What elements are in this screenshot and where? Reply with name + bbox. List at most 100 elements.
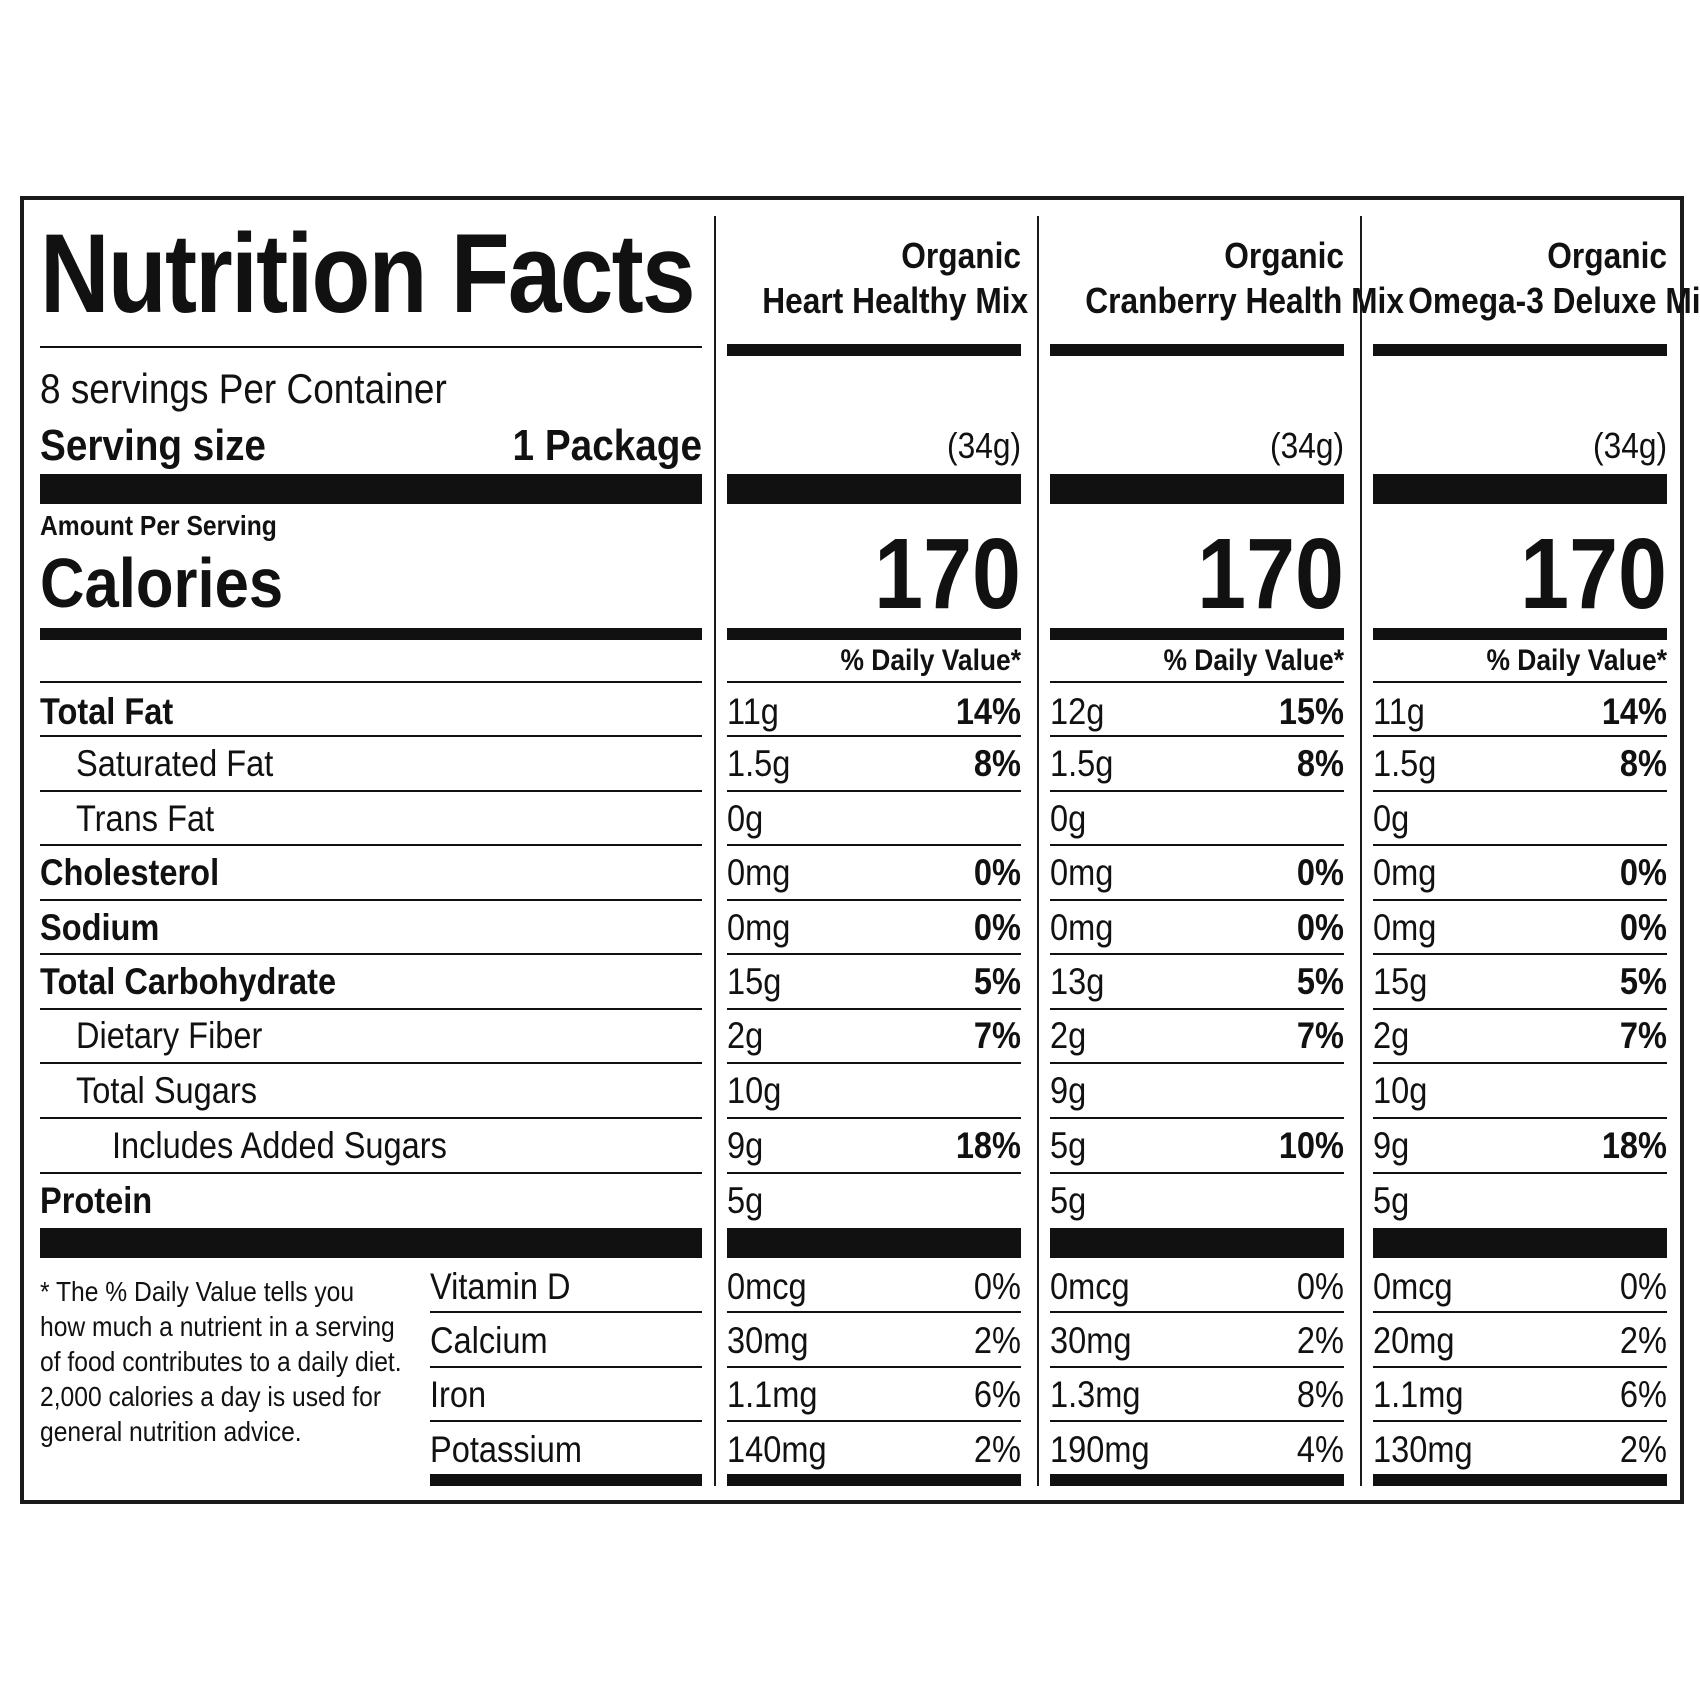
column-divider: [714, 216, 716, 1486]
nutrient-daily-value: 5%: [1619, 961, 1667, 1002]
product-vitamin-rule: [1373, 1311, 1667, 1313]
product-vitamin-rule: [727, 1420, 1021, 1422]
product-row-rule: [1050, 899, 1344, 901]
nutrient-daily-value: 0%: [973, 907, 1021, 948]
nutrient-amount: 10g: [1373, 1070, 1428, 1111]
column-divider: [1037, 216, 1039, 1486]
vitamin-amount: 140mg: [727, 1429, 827, 1470]
product-bottom-rule: [1373, 1474, 1667, 1486]
nutrient-row-rule: [40, 1172, 702, 1174]
product-serving-rule: [1050, 474, 1344, 504]
nutrient-amount: 9g: [1050, 1070, 1087, 1111]
product-vitamin-rule: [1373, 1366, 1667, 1368]
nutrient-daily-value: 14%: [955, 691, 1021, 732]
product-name-rule: [1050, 344, 1344, 356]
calories-label: Calories: [40, 544, 284, 622]
product-row-rule: [727, 1172, 1021, 1174]
nutrient-amount: 0g: [1373, 798, 1410, 839]
product-row-rule: [1373, 735, 1667, 737]
nutrient-label: Total Carbohydrate: [40, 961, 337, 1002]
nutrient-row-rule: [40, 735, 702, 737]
product-calories: 170: [1197, 518, 1344, 630]
nutrient-amount: 0mg: [1373, 907, 1437, 948]
vitamin-daily-value: 2%: [1619, 1320, 1667, 1361]
nutrient-amount: 11g: [727, 691, 779, 732]
product-name-line2: Cranberry Health Mix: [1085, 280, 1404, 321]
nutrition-label: Nutrition Facts 8 servings Per Container S…: [20, 196, 1700, 1504]
product-serving-rule: [1373, 474, 1667, 504]
product-row-rule: [727, 1117, 1021, 1119]
nutrient-label: Dietary Fiber: [76, 1015, 263, 1056]
footnote-line: 2,000 calories a day is used for: [40, 1381, 382, 1412]
vitamin-label: Calcium: [430, 1320, 548, 1361]
product-name-line2: Omega-3 Deluxe Mix: [1408, 280, 1700, 321]
product-row-rule: [1373, 1117, 1667, 1119]
nutrient-daily-value: 18%: [955, 1125, 1021, 1166]
vitamin-amount: 30mg: [727, 1320, 809, 1361]
product-row-rule: [1050, 1172, 1344, 1174]
product-protein-rule: [727, 1228, 1021, 1258]
product-dv-rule: [1050, 681, 1344, 683]
daily-value-header: % Daily Value*: [1486, 644, 1667, 677]
nutrient-amount: 2g: [1373, 1015, 1410, 1056]
nutrient-daily-value: 14%: [1601, 691, 1667, 732]
vitamin-row-rule: [430, 1366, 702, 1368]
nutrient-label: Sodium: [40, 907, 160, 948]
serving-size-value: 1 Package: [512, 421, 702, 470]
vitamin-amount: 190mg: [1050, 1429, 1150, 1470]
product-serving-grams: (34g): [1270, 425, 1344, 466]
nutrient-label: Cholesterol: [40, 852, 220, 893]
vitamin-amount: 20mg: [1373, 1320, 1455, 1361]
product-row-rule: [727, 735, 1021, 737]
nutrient-row-rule: [40, 953, 702, 955]
product-name-line1: Organic: [1547, 235, 1667, 276]
vitamin-daily-value: 6%: [973, 1374, 1021, 1415]
amount-per-serving: Amount Per Serving: [40, 510, 277, 541]
product-protein-rule: [1050, 1228, 1344, 1258]
nutrient-row-rule: [40, 899, 702, 901]
nutrient-daily-value: 8%: [1296, 743, 1344, 784]
nutrient-amount: 12g: [1050, 691, 1105, 732]
nutrient-amount: 10g: [727, 1070, 782, 1111]
vitamin-daily-value: 4%: [1296, 1429, 1344, 1470]
product-row-rule: [727, 953, 1021, 955]
product-row-rule: [727, 1008, 1021, 1010]
product-row-rule: [1050, 790, 1344, 792]
servings-per-container: 8 servings Per Container: [40, 365, 447, 412]
nutrient-amount: 5g: [1373, 1180, 1410, 1221]
product-dv-rule: [727, 681, 1021, 683]
nutrient-row-rule: [40, 1062, 702, 1064]
product-name-line1: Organic: [1224, 235, 1344, 276]
title-rule: [40, 346, 702, 348]
vitamin-daily-value: 0%: [1296, 1266, 1344, 1307]
product-row-rule: [1050, 844, 1344, 846]
vitamin-amount: 1.3mg: [1050, 1374, 1141, 1415]
product-serving-rule: [727, 474, 1021, 504]
product-vitamin-rule: [1050, 1366, 1344, 1368]
nutrient-daily-value: 10%: [1278, 1125, 1344, 1166]
protein-rule-thick: [40, 1228, 702, 1258]
product-calories-rule: [727, 628, 1021, 640]
nutrient-daily-value: 15%: [1278, 691, 1344, 732]
product-bottom-rule: [1050, 1474, 1344, 1486]
nutrient-amount: 2g: [1050, 1015, 1087, 1056]
footnote-line: * The % Daily Value tells you: [40, 1276, 355, 1307]
product-protein-rule: [1373, 1228, 1667, 1258]
nutrient-amount: 0mg: [1050, 852, 1114, 893]
page-title: Nutrition Facts: [40, 211, 696, 336]
vitamin-amount: 0mcg: [1373, 1266, 1453, 1307]
product-row-rule: [727, 844, 1021, 846]
vitamin-amount: 0mcg: [1050, 1266, 1130, 1307]
vitamin-amount: 1.1mg: [1373, 1374, 1464, 1415]
nutrient-amount: 15g: [727, 961, 782, 1002]
product-serving-grams: (34g): [947, 425, 1021, 466]
nutrient-daily-value: 0%: [1619, 907, 1667, 948]
nutrient-daily-value: 0%: [1619, 852, 1667, 893]
product-vitamin-rule: [727, 1366, 1021, 1368]
product-calories-rule: [1373, 628, 1667, 640]
nutrient-amount: 5g: [1050, 1125, 1087, 1166]
vitamin-amount: 30mg: [1050, 1320, 1132, 1361]
vitamin-label: Potassium: [430, 1429, 583, 1470]
product-name-line1: Organic: [901, 235, 1021, 276]
nutrient-daily-value: 5%: [973, 961, 1021, 1002]
